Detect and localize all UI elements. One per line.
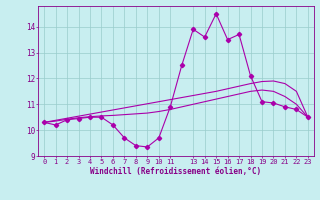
X-axis label: Windchill (Refroidissement éolien,°C): Windchill (Refroidissement éolien,°C) bbox=[91, 167, 261, 176]
